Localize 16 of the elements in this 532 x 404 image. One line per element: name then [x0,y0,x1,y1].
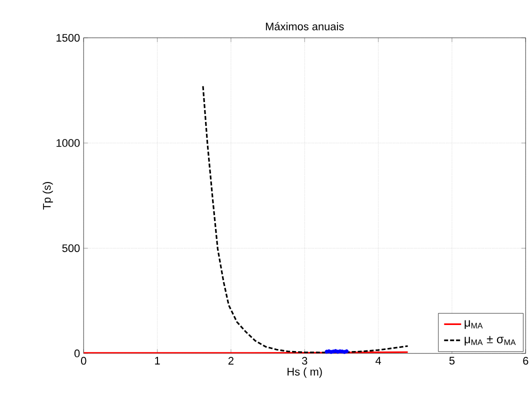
x-tick-label: 5 [449,356,455,364]
x-tick-label: 1 [155,356,160,364]
x-tick-label: 6 [523,356,528,365]
x-tick-label: 2 [228,356,234,364]
y-tick-label: 500 [62,244,80,252]
x-tick-label: 0 [81,356,86,365]
y-tick-label: 1500 [56,34,80,42]
y-axis-title: Tp (s) [42,182,53,210]
legend-label: μ$_{MA}$ [464,320,483,329]
x-tick-label: 3 [302,356,308,365]
x-axis-title: Hs ( m) [288,367,322,378]
y-tick-label: 0 [74,349,80,358]
y-tick-label: 1000 [56,139,80,147]
chart-title: Máximos anuais [266,22,344,30]
legend-label: μ$_{MA}$ ± σ$_{MA}$ [464,336,516,346]
x-tick-label: 4 [376,356,382,364]
